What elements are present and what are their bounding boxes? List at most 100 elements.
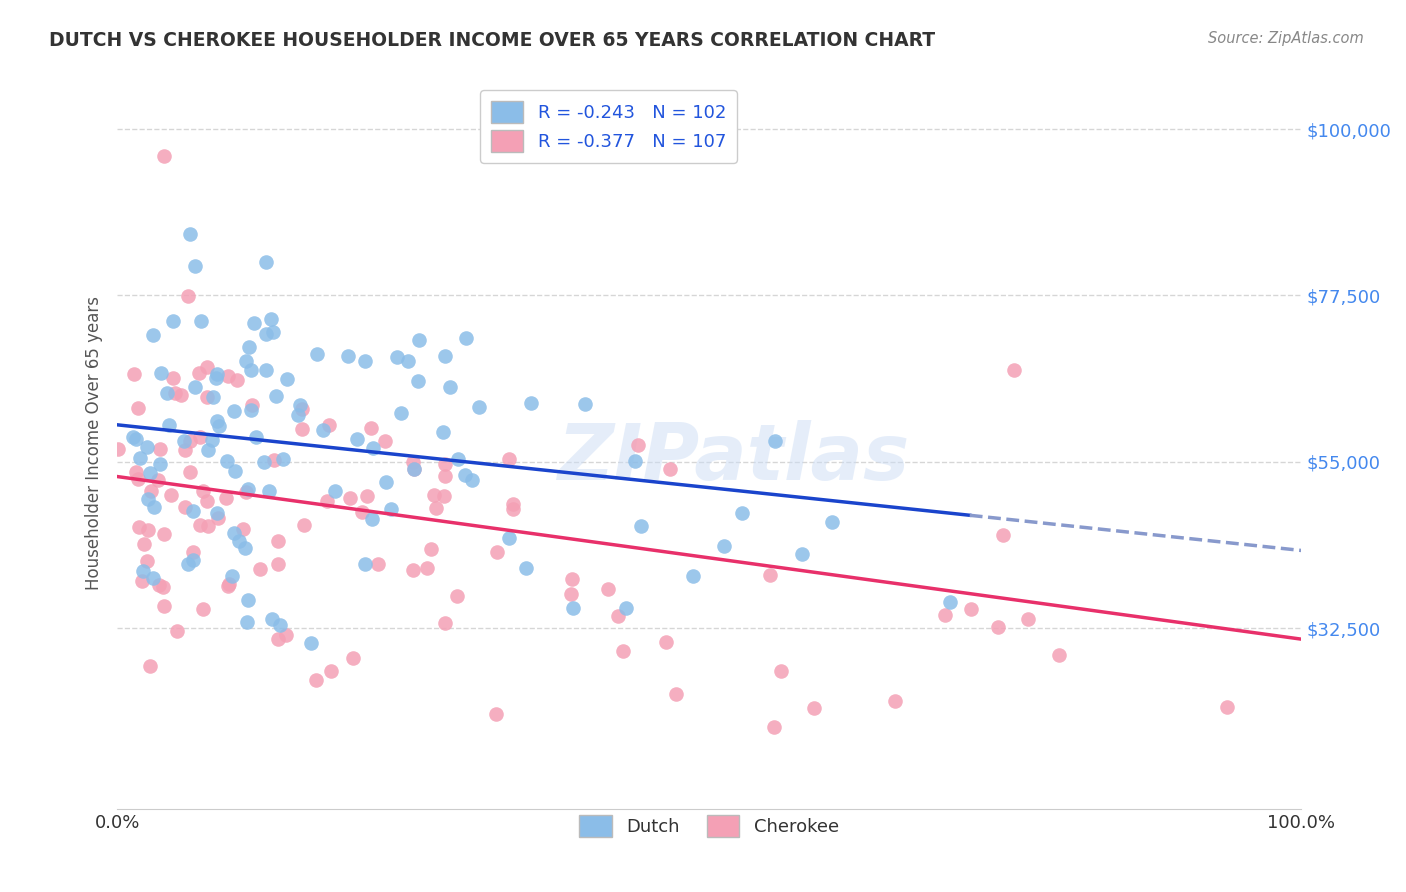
Point — [993, 528, 1015, 542]
Point — [224, 404, 246, 418]
Point — [245, 430, 267, 444]
Point — [149, 457, 172, 471]
Point — [127, 401, 149, 415]
Point — [713, 539, 735, 553]
Point — [235, 615, 257, 629]
Point — [136, 523, 159, 537]
Point — [174, 443, 197, 458]
Point — [136, 440, 159, 454]
Point — [197, 443, 219, 458]
Point — [770, 664, 793, 678]
Point — [439, 380, 461, 394]
Point — [612, 644, 634, 658]
Point — [239, 403, 262, 417]
Point — [163, 386, 186, 401]
Point — [136, 492, 159, 507]
Point — [433, 457, 456, 471]
Legend: Dutch, Cherokee: Dutch, Cherokee — [572, 807, 846, 844]
Point — [415, 561, 437, 575]
Point — [271, 451, 294, 466]
Point — [321, 665, 343, 679]
Point — [467, 400, 489, 414]
Point — [624, 454, 647, 468]
Point — [339, 491, 361, 505]
Point — [269, 617, 291, 632]
Point — [195, 493, 218, 508]
Point — [287, 408, 309, 422]
Point — [607, 608, 630, 623]
Point — [179, 465, 201, 479]
Point — [141, 484, 163, 499]
Point — [226, 373, 249, 387]
Point — [731, 506, 754, 520]
Point — [152, 580, 174, 594]
Point — [406, 374, 429, 388]
Point — [170, 388, 193, 402]
Point — [318, 417, 340, 432]
Point — [240, 398, 263, 412]
Point — [288, 398, 311, 412]
Point — [502, 497, 524, 511]
Point — [361, 441, 384, 455]
Point — [658, 462, 681, 476]
Point — [290, 402, 312, 417]
Point — [352, 505, 374, 519]
Point — [385, 350, 408, 364]
Point — [396, 354, 419, 368]
Point — [433, 489, 456, 503]
Point — [232, 522, 254, 536]
Point — [153, 527, 176, 541]
Point — [934, 607, 956, 622]
Point — [423, 488, 446, 502]
Point — [195, 390, 218, 404]
Point — [132, 565, 155, 579]
Point — [181, 553, 204, 567]
Point — [312, 423, 335, 437]
Text: DUTCH VS CHEROKEE HOUSEHOLDER INCOME OVER 65 YEARS CORRELATION CHART: DUTCH VS CHEROKEE HOUSEHOLDER INCOME OVE… — [49, 31, 935, 50]
Point — [682, 569, 704, 583]
Point — [446, 589, 468, 603]
Point — [561, 572, 583, 586]
Point — [121, 430, 143, 444]
Point — [240, 363, 263, 377]
Point — [353, 354, 375, 368]
Point — [254, 255, 277, 269]
Point — [402, 462, 425, 476]
Point — [291, 422, 314, 436]
Point — [238, 593, 260, 607]
Point — [228, 533, 250, 548]
Point — [792, 548, 814, 562]
Point — [485, 707, 508, 722]
Point — [238, 340, 260, 354]
Point — [614, 600, 637, 615]
Point — [131, 574, 153, 589]
Point — [515, 561, 537, 575]
Point — [125, 433, 148, 447]
Point — [142, 571, 165, 585]
Point — [266, 558, 288, 572]
Point — [356, 489, 378, 503]
Point — [264, 389, 287, 403]
Point — [153, 599, 176, 613]
Point — [259, 311, 281, 326]
Point — [139, 659, 162, 673]
Point — [1017, 612, 1039, 626]
Point — [222, 525, 245, 540]
Point — [153, 149, 176, 163]
Point — [150, 366, 173, 380]
Y-axis label: Householder Income Over 65 years: Householder Income Over 65 years — [86, 296, 103, 591]
Point — [179, 434, 201, 448]
Point — [195, 359, 218, 374]
Point — [128, 450, 150, 465]
Point — [221, 568, 243, 582]
Point — [389, 406, 412, 420]
Point — [763, 434, 786, 448]
Point — [596, 582, 619, 596]
Point — [125, 465, 148, 479]
Point — [520, 396, 543, 410]
Point — [401, 455, 423, 469]
Point — [276, 372, 298, 386]
Point — [134, 537, 156, 551]
Point — [143, 500, 166, 514]
Point — [292, 518, 315, 533]
